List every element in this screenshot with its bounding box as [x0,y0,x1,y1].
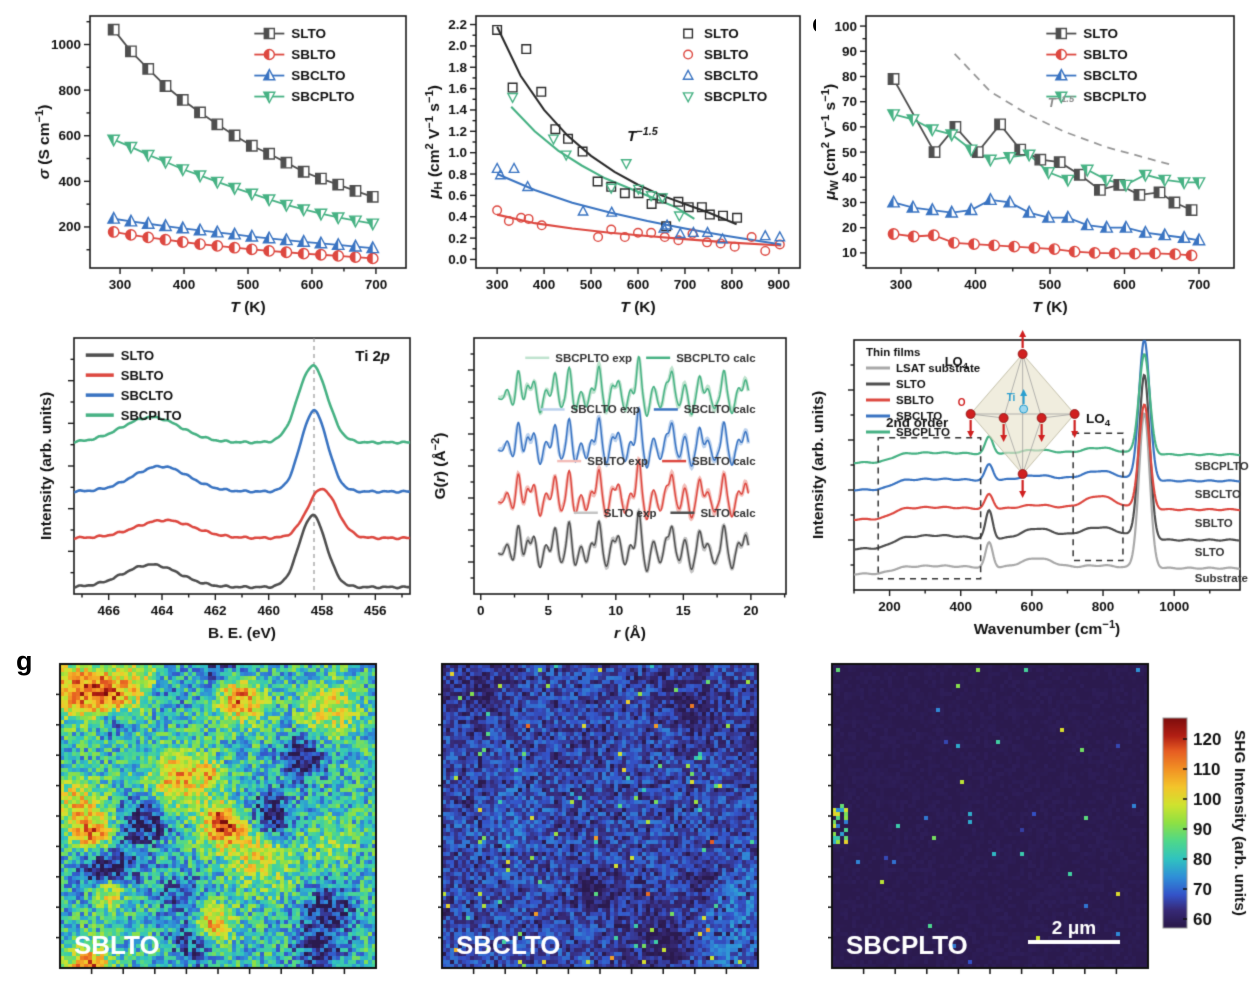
panel-b-hall-mobility-chart [420,6,812,318]
panel-g-shg-map-sbclto [438,660,762,982]
panel-c-weighted-mobility-chart [816,6,1246,318]
panel-g-shg-map-sbcplto [828,660,1152,982]
panel-d-xps-chart [28,328,420,646]
panel-a-conductivity-chart [28,6,416,318]
shg-intensity-colorbar [1155,690,1253,975]
panel-f-raman-chart [802,328,1250,646]
panel-label-g: g [16,646,33,676]
panel-g-shg-map-sblto [56,660,380,982]
panel-e-pdf-chart [424,328,800,646]
